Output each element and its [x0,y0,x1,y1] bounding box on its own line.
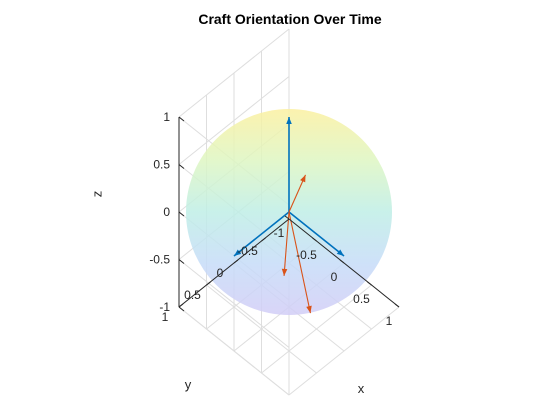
orientation-vectors [233,117,345,314]
x-tick-label: 0 [331,270,338,284]
grid-line [261,284,372,374]
vector-arrowhead [281,268,288,276]
x-tick [312,237,317,242]
vector-1-2 [288,211,345,257]
vector-shaft [283,211,290,276]
vector-shaft [288,211,345,257]
vector-1-3 [233,211,290,257]
y-axis-label: y [185,377,192,392]
vector-2-1 [288,174,307,213]
y-tick [261,237,266,242]
x-tick [394,303,400,308]
chart-title: Craft Orientation Over Time [198,11,382,27]
vector-shaft [233,211,290,257]
y-tick-label: 1 [162,310,169,324]
y-tick [206,281,211,286]
z-tick-label: 1 [163,110,170,124]
z-tick [178,259,185,264]
vector-1-1 [286,117,292,212]
y-tick-label: 0 [217,266,224,280]
grid-line [288,306,400,396]
x-axis-label: x [358,381,365,396]
y-tick-label: -0.5 [237,244,258,258]
z-tick [178,164,185,169]
vector-2-2 [288,211,312,314]
x-tick-label: -1 [274,226,285,240]
x-tick [339,259,345,264]
grid-line [206,284,317,374]
vector-arrowhead [306,305,312,314]
z-tick [178,116,185,122]
z-axis-label: z [89,191,104,198]
vector-arrowhead [300,174,306,183]
y-tick [178,303,184,308]
z-tick-label: -0.5 [149,253,170,267]
vector-shaft [288,211,311,314]
x-tick [284,215,290,220]
z-tick [178,211,185,217]
x-tick [367,281,372,286]
z-tick-label: 0 [163,205,170,219]
vector-2-3 [281,211,290,276]
z-tick [178,306,185,312]
x-tick-label: 0.5 [353,292,370,306]
z-tick-label: 0.5 [153,158,170,172]
grid-line [178,28,290,118]
x-tick-label: 1 [386,314,393,328]
grid-line [178,306,290,396]
y-tick-label: 0.5 [184,288,201,302]
vector-arrowhead [234,249,242,256]
z-tick-label: -1 [159,300,170,314]
tick-labels: -1-0.500.51-0.500.51-1-0.500.51 [149,110,400,328]
x-tick-label: -0.5 [296,248,317,262]
y-tick [233,259,239,264]
vector-arrowhead [336,249,344,256]
vector-arrowhead [286,117,292,124]
grid-line [178,76,290,165]
